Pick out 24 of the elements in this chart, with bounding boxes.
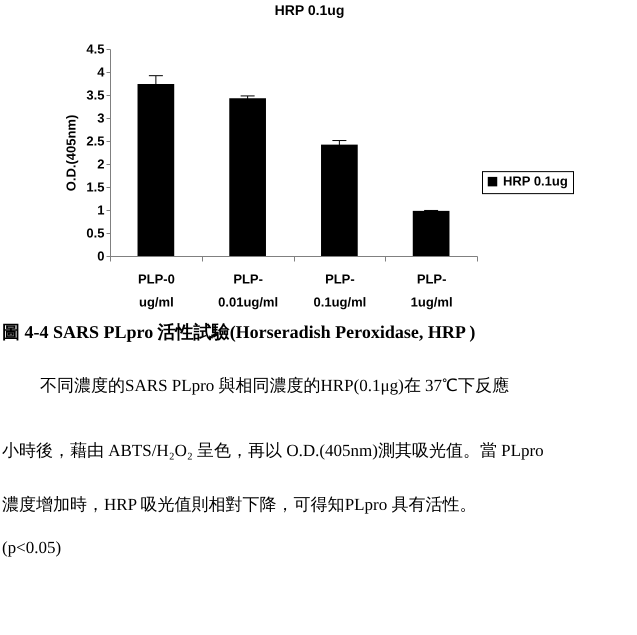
y-tick-label: 2.5 bbox=[86, 134, 104, 148]
text: 濃度增加時，HRP 吸光值則相對下降，可得知PLpro 具有活性。 bbox=[2, 495, 476, 514]
x-tick-label: PLP-1ug/ml bbox=[410, 272, 453, 310]
chart-title: HRP 0.1ug bbox=[274, 2, 344, 18]
y-tick-label: 3 bbox=[97, 110, 104, 126]
y-tick-label: 4 bbox=[97, 64, 106, 80]
y-tick-label: 0.5 bbox=[86, 226, 104, 240]
y-tick-label: 1.5 bbox=[86, 180, 104, 194]
caption: 圖 4-4 SARS PLpro 活性試驗(Horseradish Peroxidase, HRP ) bbox=[2, 322, 476, 342]
bar bbox=[412, 210, 450, 256]
text: 小時後，藉由 ABTS/H₂O₂ 呈色，再以 O.D.(405nm)測其吸光值。當 PLpro bbox=[2, 441, 544, 460]
legend-label: HRP 0.1ug bbox=[503, 174, 568, 189]
text: 不同濃度的SARS PLpro 與相同濃度的HRP(0.1μg)在 37℃下反應 bbox=[40, 376, 510, 395]
y-axis-title: O.D.(405nm) bbox=[63, 114, 78, 192]
x-tick-label: PLP-0 ug/ml bbox=[138, 272, 175, 310]
x-tick-label: PLP-0.1ug/ml bbox=[314, 272, 366, 310]
x-tick-label: PLP-0.01ug/ml bbox=[218, 272, 278, 310]
text: (p<0.05) bbox=[2, 538, 62, 557]
y-tick-label: 0 bbox=[97, 248, 104, 264]
y-tick-label: 1 bbox=[97, 202, 104, 218]
y-tick-label: 4.5 bbox=[86, 42, 104, 56]
y-tick-label: 2 bbox=[97, 156, 104, 172]
y-tick-label: 3.5 bbox=[86, 88, 104, 102]
bar bbox=[321, 144, 358, 256]
